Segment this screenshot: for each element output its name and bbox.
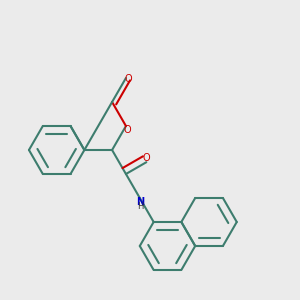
Text: N: N [136, 197, 144, 207]
Text: O: O [142, 153, 150, 164]
Text: O: O [124, 74, 132, 85]
Text: H: H [137, 202, 143, 211]
Text: O: O [124, 124, 131, 134]
